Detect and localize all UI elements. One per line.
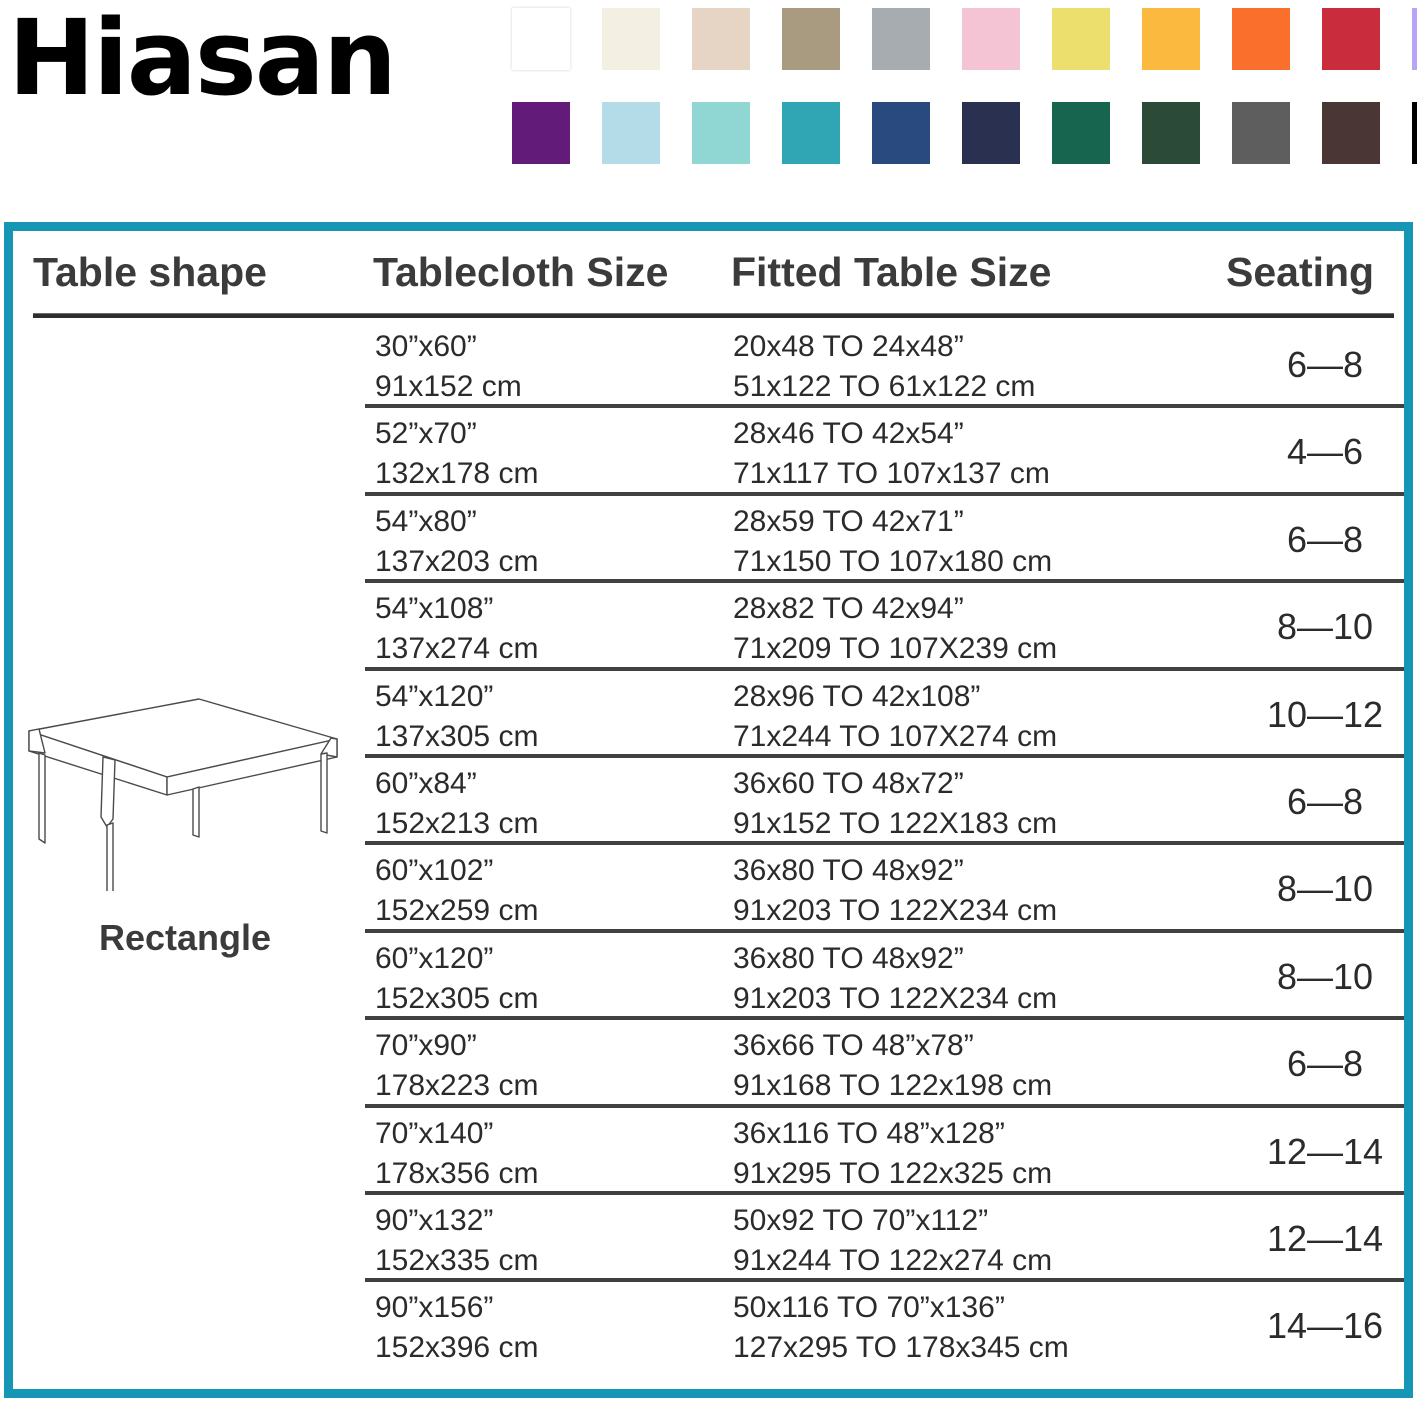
cell-fitted-table-size: 50x116 TO 70”x136” 127x295 TO 178x345 cm xyxy=(733,1291,1069,1365)
cell-seating: 6—8 xyxy=(1286,344,1364,385)
cell-seating: 10—12 xyxy=(1266,693,1384,735)
color-swatch-brown[interactable] xyxy=(1322,102,1380,164)
table-row: 70”x90” 178x223 cm 36x66 TO 48”x78” 91x168 … xyxy=(365,1020,1404,1108)
table-row: 30”x60” 91x152 cm 20x48 TO 24x48” 51x122 TO… xyxy=(365,321,1404,409)
cell-tablecloth-size: 54”x120” 137x305 cm xyxy=(375,679,539,753)
color-swatch-pink[interactable] xyxy=(962,8,1020,70)
color-swatch-red[interactable] xyxy=(1322,8,1380,70)
cell-seating: 6—8 xyxy=(1286,780,1364,822)
cell-seating: 14—16 xyxy=(1266,1305,1384,1347)
color-swatch-charcoal-grey[interactable] xyxy=(1232,102,1290,164)
color-swatch-black[interactable] xyxy=(1412,102,1417,164)
cell-tablecloth-size: 60”x84” 152x213 cm xyxy=(375,766,539,840)
color-swatch-teal[interactable] xyxy=(782,102,840,164)
table-shape-label: Rectangle xyxy=(98,917,272,958)
size-chart-header-row: Table shape Tablecloth Size Fitted Table… xyxy=(13,231,1404,318)
cell-fitted-table-size: 20x48 TO 24x48” 51x122 TO 61x122 cm xyxy=(733,330,1036,403)
color-swatch-light-blue[interactable] xyxy=(602,102,660,164)
cell-seating: 8—10 xyxy=(1276,955,1374,997)
color-swatch-dark-navy[interactable] xyxy=(962,102,1020,164)
cell-fitted-table-size: 28x96 TO 42x108” 71x244 TO 107X274 cm xyxy=(733,679,1058,753)
size-rows-column: 30”x60” 91x152 cm 20x48 TO 24x48” 51x122 TO… xyxy=(365,321,1404,1389)
cell-fitted-table-size: 36x80 TO 48x92” 91x203 TO 122X234 cm xyxy=(733,854,1058,928)
cell-seating: 8—10 xyxy=(1276,868,1374,910)
color-swatch-row-2 xyxy=(512,102,1417,164)
cell-fitted-table-size: 36x80 TO 48x92” 91x203 TO 122X234 cm xyxy=(733,941,1058,1015)
cell-fitted-table-size: 50x92 TO 70”x112” 91x244 TO 122x274 cm xyxy=(733,1203,1053,1277)
column-header-seating: Seating xyxy=(1226,249,1375,295)
color-swatch-purple[interactable] xyxy=(512,102,570,164)
color-swatch-yellow[interactable] xyxy=(1052,8,1110,70)
header-divider-rule xyxy=(33,313,1394,318)
table-row: 90”x156” 152x396 cm 50x116 TO 70”x136” 127x… xyxy=(365,1282,1404,1369)
color-swatch-navy-blue[interactable] xyxy=(872,102,930,164)
cell-seating: 4—6 xyxy=(1286,431,1364,473)
column-header-table-shape: Table shape xyxy=(33,249,267,295)
table-row: 52”x70” 132x178 cm 28x46 TO 42x54” 71x117 T… xyxy=(365,408,1404,496)
color-swatch-aqua[interactable] xyxy=(692,102,750,164)
cell-tablecloth-size: 52”x70” 132x178 cm xyxy=(375,417,539,491)
cell-fitted-table-size: 28x82 TO 42x94” 71x209 TO 107X239 cm xyxy=(733,592,1058,666)
color-swatch-grey[interactable] xyxy=(872,8,930,70)
cell-fitted-table-size: 36x66 TO 48”x78” 91x168 TO 122x198 cm xyxy=(733,1029,1053,1103)
cell-tablecloth-size: 70”x140” 178x356 cm xyxy=(375,1116,539,1190)
color-swatch-lavender[interactable] xyxy=(1412,8,1417,70)
table-row: 60”x120” 152x305 cm 36x80 TO 48x92” 91x203 … xyxy=(365,933,1404,1021)
cell-tablecloth-size: 70”x90” 178x223 cm xyxy=(375,1029,539,1103)
cell-fitted-table-size: 28x59 TO 42x71” 71x150 TO 107x180 cm xyxy=(733,504,1053,578)
size-chart-frame: Table shape Tablecloth Size Fitted Table… xyxy=(4,222,1413,1398)
color-swatch-ivory[interactable] xyxy=(602,8,660,70)
cell-tablecloth-size: 60”x120” 152x305 cm xyxy=(375,941,539,1015)
column-header-fitted-size: Fitted Table Size xyxy=(731,249,1052,295)
cell-seating: 6—8 xyxy=(1286,518,1364,560)
table-row: 60”x84” 152x213 cm 36x60 TO 48x72” 91x152 T… xyxy=(365,758,1404,846)
color-swatch-taupe[interactable] xyxy=(782,8,840,70)
table-row: 60”x102” 152x259 cm 36x80 TO 48x92” 91x203 … xyxy=(365,845,1404,933)
cell-tablecloth-size: 90”x156” 152x396 cm xyxy=(375,1291,539,1365)
table-row: 54”x80” 137x203 cm 28x59 TO 42x71” 71x150 T… xyxy=(365,496,1404,584)
cell-tablecloth-size: 54”x108” 137x274 cm xyxy=(375,592,539,666)
cell-seating: 12—14 xyxy=(1266,1130,1384,1172)
cell-tablecloth-size: 54”x80” 137x203 cm xyxy=(375,504,539,578)
column-header-tablecloth-size: Tablecloth Size xyxy=(373,249,669,295)
color-swatch-grid xyxy=(512,8,1417,164)
table-row: 54”x108” 137x274 cm 28x82 TO 42x94” 71x209 … xyxy=(365,583,1404,671)
color-swatch-amber[interactable] xyxy=(1142,8,1200,70)
color-swatch-green[interactable] xyxy=(1052,102,1110,164)
cell-tablecloth-size: 90”x132” 152x335 cm xyxy=(375,1203,539,1277)
cell-fitted-table-size: 28x46 TO 42x54” 71x117 TO 107x137 cm xyxy=(733,417,1050,491)
cell-tablecloth-size: 30”x60” 91x152 cm xyxy=(375,330,522,403)
table-row: 54”x120” 137x305 cm 28x96 TO 42x108” 71x244… xyxy=(365,671,1404,758)
color-swatch-white[interactable] xyxy=(512,8,570,70)
brand-header-band: Hiasan xyxy=(0,0,1417,218)
cell-seating: 12—14 xyxy=(1266,1217,1384,1259)
brand-logo: Hiasan xyxy=(8,0,397,119)
cell-fitted-table-size: 36x60 TO 48x72” 91x152 TO 122X183 cm xyxy=(733,766,1058,840)
color-swatch-dark-green[interactable] xyxy=(1142,102,1200,164)
table-row: 90”x132” 152x335 cm 50x92 TO 70”x112” 91x24… xyxy=(365,1195,1404,1283)
size-chart-body: Rectangle 30”x60” 91x152 cm 20x48 TO 24x48… xyxy=(13,321,1404,1389)
color-swatch-beige[interactable] xyxy=(692,8,750,70)
size-chart-inner: Table shape Tablecloth Size Fitted Table… xyxy=(13,231,1404,1389)
rectangle-table-illustration-icon xyxy=(21,691,345,906)
table-row: 70”x140” 178x356 cm 36x116 TO 48”x128” 91x2… xyxy=(365,1108,1404,1195)
table-shape-column: Rectangle xyxy=(13,321,365,1389)
cell-tablecloth-size: 60”x102” 152x259 cm xyxy=(375,854,539,928)
cell-seating: 8—10 xyxy=(1276,606,1374,648)
color-swatch-orange[interactable] xyxy=(1232,8,1290,70)
cell-seating: 6—8 xyxy=(1286,1043,1364,1085)
cell-fitted-table-size: 36x116 TO 48”x128” 91x295 TO 122x325 cm xyxy=(733,1116,1053,1190)
color-swatch-row-1 xyxy=(512,8,1417,70)
